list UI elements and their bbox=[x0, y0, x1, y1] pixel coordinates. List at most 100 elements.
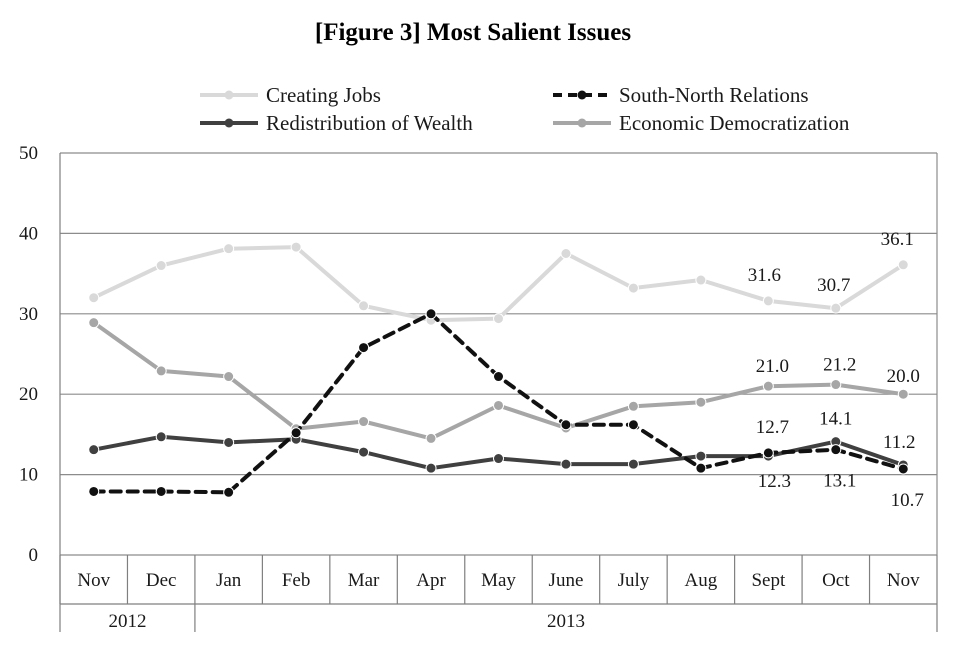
y-tick-label: 0 bbox=[29, 545, 39, 566]
data-label: 36.1 bbox=[881, 229, 914, 250]
data-labels-layer: 31.6 30.7 36.1 12.7 13.1 10.7 12.3 14.1 11.2 21.0… bbox=[748, 229, 924, 511]
data-point bbox=[627, 419, 639, 431]
data-point bbox=[493, 371, 504, 383]
series-layer bbox=[88, 241, 909, 498]
data-label: 20.0 bbox=[887, 366, 920, 387]
data-point bbox=[88, 317, 100, 329]
data-label: 31.6 bbox=[748, 265, 781, 286]
data-point bbox=[560, 458, 572, 470]
x-tick-label: Oct bbox=[822, 570, 850, 591]
data-point bbox=[695, 396, 707, 408]
data-point bbox=[560, 419, 572, 431]
data-point bbox=[358, 446, 370, 458]
legend-label: Creating Jobs bbox=[266, 83, 381, 107]
x-tick-label: Jan bbox=[216, 570, 242, 591]
data-point bbox=[695, 450, 707, 462]
data-point bbox=[223, 436, 235, 448]
data-label: 12.7 bbox=[756, 417, 789, 438]
data-label: 12.3 bbox=[758, 471, 791, 492]
legend: Creating Jobs South-North Relations Redist… bbox=[200, 83, 850, 135]
data-point bbox=[560, 248, 572, 259]
data-point bbox=[762, 380, 774, 392]
x-tick-label: June bbox=[549, 570, 584, 591]
year-label: 2012 bbox=[108, 611, 146, 632]
y-tick-label: 30 bbox=[19, 304, 38, 325]
data-point bbox=[830, 302, 842, 314]
x-tick-label: Apr bbox=[416, 570, 446, 591]
data-label: 10.7 bbox=[891, 490, 924, 511]
data-label: 11.2 bbox=[883, 432, 916, 453]
data-label: 30.7 bbox=[817, 275, 850, 296]
data-point bbox=[627, 282, 639, 294]
year-label: 2013 bbox=[547, 611, 585, 632]
x-tick-label: Sept bbox=[751, 570, 786, 591]
data-point bbox=[155, 260, 167, 272]
data-label: 21.0 bbox=[756, 356, 789, 377]
x-tick-label: May bbox=[481, 570, 516, 591]
data-point bbox=[425, 308, 437, 320]
data-point bbox=[762, 295, 774, 307]
legend-swatch-marker bbox=[224, 118, 234, 128]
data-label: 21.2 bbox=[823, 355, 856, 376]
y-tick-label: 20 bbox=[19, 384, 38, 405]
data-point bbox=[88, 444, 100, 456]
legend-swatch-marker bbox=[577, 118, 587, 128]
data-point bbox=[223, 243, 235, 255]
series-creating-jobs bbox=[88, 241, 909, 326]
series-south-north-relations bbox=[88, 308, 909, 498]
x-axis-table: Nov Dec Jan Feb Mar Apr May June July Aug Sept Oct N… bbox=[59, 555, 938, 632]
series-line bbox=[91, 245, 906, 323]
data-point bbox=[223, 371, 235, 383]
x-tick-label: Dec bbox=[146, 570, 177, 591]
data-point bbox=[290, 241, 302, 253]
data-point bbox=[425, 462, 437, 474]
data-point bbox=[88, 292, 100, 304]
y-tick-label: 50 bbox=[19, 143, 38, 164]
data-label: 13.1 bbox=[823, 471, 856, 492]
x-tick-label: Aug bbox=[685, 570, 718, 591]
data-point bbox=[627, 400, 639, 412]
series-economic-democratization bbox=[88, 317, 909, 444]
legend-swatch-marker bbox=[577, 90, 587, 100]
gridlines bbox=[60, 152, 938, 556]
data-point bbox=[155, 485, 167, 497]
legend-label: Economic Democratization bbox=[619, 111, 850, 135]
data-point bbox=[493, 453, 504, 465]
data-point bbox=[425, 432, 437, 444]
data-point bbox=[290, 427, 302, 439]
data-point bbox=[493, 313, 504, 325]
data-point bbox=[155, 365, 167, 377]
data-point bbox=[358, 342, 370, 354]
data-point bbox=[762, 447, 774, 459]
x-tick-label: Nov bbox=[77, 570, 110, 591]
data-point bbox=[358, 300, 370, 312]
legend-label: South-North Relations bbox=[619, 83, 809, 107]
data-point bbox=[88, 485, 100, 497]
chart-title: [Figure 3] Most Salient Issues bbox=[315, 19, 631, 46]
legend-item: Economic Democratization bbox=[553, 111, 850, 135]
data-point bbox=[695, 274, 707, 286]
data-point bbox=[897, 463, 909, 475]
legend-item: South-North Relations bbox=[553, 83, 809, 107]
data-point bbox=[493, 399, 504, 411]
data-label: 14.1 bbox=[819, 409, 852, 430]
x-tick-label: Feb bbox=[282, 570, 311, 591]
x-tick-label: Nov bbox=[887, 570, 920, 591]
legend-swatch-marker bbox=[224, 90, 234, 100]
legend-item: Creating Jobs bbox=[200, 83, 381, 107]
data-point bbox=[830, 379, 842, 391]
data-point bbox=[897, 388, 909, 400]
x-tick-label: Mar bbox=[348, 570, 380, 591]
data-point bbox=[223, 486, 235, 498]
y-tick-label: 10 bbox=[19, 465, 38, 486]
data-point bbox=[358, 416, 370, 428]
legend-item: Redistribution of Wealth bbox=[200, 111, 473, 135]
data-point bbox=[897, 259, 909, 271]
legend-label: Redistribution of Wealth bbox=[266, 111, 473, 135]
data-point bbox=[830, 444, 842, 456]
x-tick-label: July bbox=[618, 570, 650, 591]
data-point bbox=[155, 431, 167, 443]
y-tick-label: 40 bbox=[19, 223, 38, 244]
y-axis: 0 10 20 30 40 50 bbox=[19, 143, 61, 632]
